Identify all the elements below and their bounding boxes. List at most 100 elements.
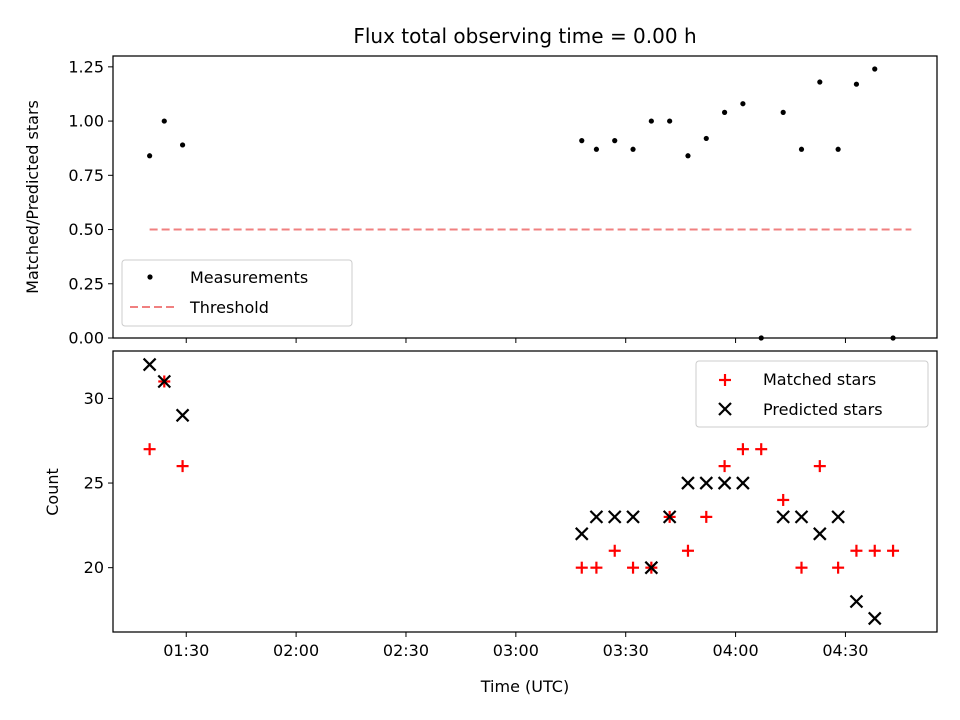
top-y-tick-label: 0.00 bbox=[68, 329, 104, 348]
top-y-tick-label: 0.50 bbox=[68, 220, 104, 239]
measurement-point bbox=[835, 146, 841, 152]
bottom-legend: Matched stars Predicted stars bbox=[695, 360, 929, 428]
x-tick-label: 02:00 bbox=[273, 641, 319, 660]
x-tick-label: 03:00 bbox=[493, 641, 539, 660]
measurement-point bbox=[872, 66, 878, 72]
matched-star-point bbox=[850, 544, 863, 557]
matched-star-point bbox=[755, 443, 768, 456]
matched-star-point bbox=[627, 561, 640, 574]
matched-star-point bbox=[176, 460, 189, 473]
measurement-point bbox=[648, 118, 654, 124]
x-tick-label: 04:30 bbox=[822, 641, 868, 660]
bottom-y-tick-label: 25 bbox=[84, 474, 104, 493]
bottom-plot-frame bbox=[112, 350, 938, 633]
matched-star-point bbox=[718, 460, 731, 473]
bottom-legend-box bbox=[695, 360, 929, 428]
predicted-star-point bbox=[736, 476, 750, 490]
matched-star-point bbox=[832, 561, 845, 574]
top-legend: Measurements Threshold bbox=[121, 259, 353, 327]
matched-star-point bbox=[813, 460, 826, 473]
measurement-point bbox=[890, 335, 896, 341]
legend-matched-marker bbox=[719, 374, 731, 386]
top-y-tick-label: 0.75 bbox=[68, 166, 104, 185]
bottom-y-ticks: 20 25 30 bbox=[84, 389, 113, 577]
measurement-point bbox=[740, 101, 746, 107]
predicted-star-point bbox=[867, 611, 882, 626]
measurement-point bbox=[817, 79, 823, 85]
measurement-point bbox=[579, 138, 585, 144]
matched-star-point bbox=[868, 544, 881, 557]
predicted-star-point bbox=[699, 476, 714, 490]
predicted-star-point bbox=[607, 510, 622, 524]
measurement-point bbox=[147, 153, 153, 159]
matched-star-point bbox=[143, 443, 156, 456]
x-tick-label: 04:00 bbox=[713, 641, 759, 660]
measurement-point bbox=[179, 142, 186, 148]
predicted-star-point bbox=[644, 560, 659, 575]
top-y-ticks: 0.00 0.25 0.50 0.75 1.00 1.25 bbox=[68, 57, 113, 348]
top-plot-frame bbox=[112, 55, 938, 339]
measurement-point bbox=[161, 118, 167, 124]
predicted-star-point bbox=[776, 510, 790, 524]
predicted-stars-group bbox=[142, 357, 882, 626]
matched-star-point bbox=[590, 561, 603, 574]
legend-measurements-marker bbox=[147, 274, 153, 280]
x-tick-label: 01:30 bbox=[163, 641, 209, 660]
measurement-point bbox=[593, 146, 600, 152]
measurement-point bbox=[703, 135, 709, 142]
legend-measurements-label: Measurements bbox=[190, 268, 308, 287]
predicted-star-point bbox=[157, 374, 172, 389]
matched-star-point bbox=[608, 544, 621, 557]
predicted-star-point bbox=[589, 510, 604, 524]
measurement-point bbox=[853, 81, 860, 87]
legend-threshold-label: Threshold bbox=[189, 298, 269, 317]
measurement-point bbox=[721, 109, 728, 115]
predicted-star-point bbox=[831, 510, 845, 524]
matched-star-point bbox=[736, 443, 749, 456]
predicted-star-point bbox=[717, 476, 732, 490]
measurement-point bbox=[780, 109, 786, 115]
matched-star-point bbox=[575, 561, 588, 574]
predicted-star-point bbox=[794, 510, 809, 524]
top-x-ticks bbox=[185, 338, 846, 343]
bottom-plot-area: 20 25 30 01:30 02:00 02:30 03:00 03:30 04:00 04:… bbox=[43, 350, 938, 696]
legend-matched-label: Matched stars bbox=[763, 370, 876, 389]
matched-star-point bbox=[777, 493, 790, 506]
bottom-y-tick-label: 20 bbox=[84, 558, 104, 577]
matched-stars-group bbox=[143, 375, 900, 574]
predicted-star-point bbox=[662, 510, 677, 524]
top-y-tick-label: 1.00 bbox=[68, 112, 104, 131]
bottom-x-ticks: 01:30 02:00 02:30 03:00 03:30 04:00 04:30 bbox=[163, 632, 868, 660]
top-y-axis-label: Matched/Predicted stars bbox=[23, 100, 42, 294]
top-legend-box bbox=[121, 259, 353, 327]
x-tick-label: 02:30 bbox=[383, 641, 429, 660]
top-y-tick-label: 1.25 bbox=[68, 57, 104, 76]
measurement-point bbox=[758, 335, 764, 341]
measurement-point bbox=[685, 153, 691, 159]
measurement-point bbox=[612, 138, 618, 144]
predicted-star-point bbox=[574, 527, 589, 541]
top-plot-area: 0.00 0.25 0.50 0.75 1.00 1.25 Matched/Predict… bbox=[23, 55, 938, 348]
predicted-star-point bbox=[681, 476, 695, 490]
bottom-y-tick-label: 30 bbox=[84, 389, 104, 408]
top-y-tick-label: 0.25 bbox=[68, 274, 104, 293]
measurement-point bbox=[667, 118, 673, 124]
predicted-star-point bbox=[849, 594, 864, 609]
predicted-star-point bbox=[626, 510, 640, 524]
x-axis-label: Time (UTC) bbox=[480, 677, 569, 696]
measurement-point bbox=[798, 146, 805, 152]
top-chart-title: Flux total observing time = 0.00 h bbox=[353, 24, 696, 48]
predicted-star-point bbox=[175, 408, 190, 423]
legend-predicted-label: Predicted stars bbox=[763, 400, 883, 419]
matched-star-point bbox=[700, 510, 713, 523]
measurement-point bbox=[630, 146, 636, 152]
x-tick-label: 03:30 bbox=[603, 641, 649, 660]
matched-star-point bbox=[795, 561, 808, 574]
matched-star-point bbox=[887, 544, 900, 557]
predicted-star-point bbox=[142, 357, 157, 372]
bottom-y-axis-label: Count bbox=[43, 468, 62, 516]
matched-star-point bbox=[681, 544, 694, 557]
legend-predicted-marker bbox=[718, 402, 732, 416]
predicted-star-point bbox=[813, 527, 827, 541]
